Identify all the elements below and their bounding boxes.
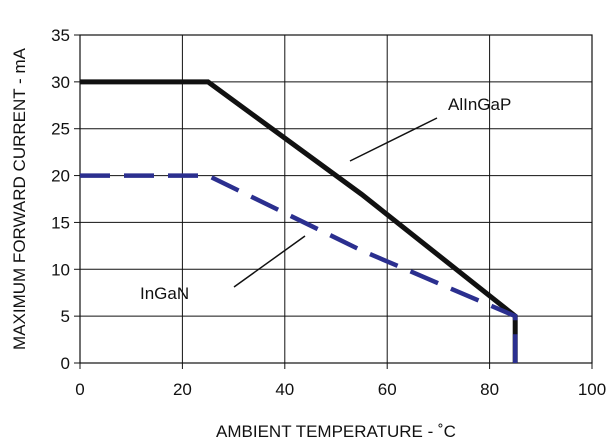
y-tick-label: 15: [51, 213, 70, 232]
y-tick-label: 20: [51, 167, 70, 186]
y-tick-label: 0: [61, 354, 70, 373]
y-tick-label: 30: [51, 73, 70, 92]
x-tick-label: 100: [578, 380, 606, 399]
annotation-leader-ingan: [233, 235, 306, 288]
x-tick-label: 40: [275, 380, 294, 399]
y-tick-label: 25: [51, 120, 70, 139]
y-axis-label: MAXIMUM FORWARD CURRENT - mA: [10, 47, 29, 350]
y-tick-label: 5: [61, 307, 70, 326]
x-tick-label: 80: [480, 380, 499, 399]
annotation-label-ingan: InGaN: [140, 284, 189, 303]
y-axis-ticks: 0 5 10 15 20 25 30 35: [51, 26, 80, 373]
series-layer: [80, 79, 518, 363]
x-tick-label: 20: [173, 380, 192, 399]
annotation-label-alingap: AlInGaP: [448, 95, 511, 114]
annotations: AlInGaP InGaN: [140, 95, 511, 303]
series-line-alingap: [80, 79, 518, 363]
annotation-leader-alingap: [349, 117, 438, 162]
x-axis-label: AMBIENT TEMPERATURE - ˚C: [216, 422, 456, 441]
x-tick-label: 60: [378, 380, 397, 399]
plot-frame: [79, 34, 593, 364]
y-tick-label: 35: [51, 26, 70, 45]
y-tick-label: 10: [51, 260, 70, 279]
x-tick-label: 0: [75, 380, 84, 399]
x-axis-ticks: 0 20 40 60 80 100: [75, 363, 606, 399]
